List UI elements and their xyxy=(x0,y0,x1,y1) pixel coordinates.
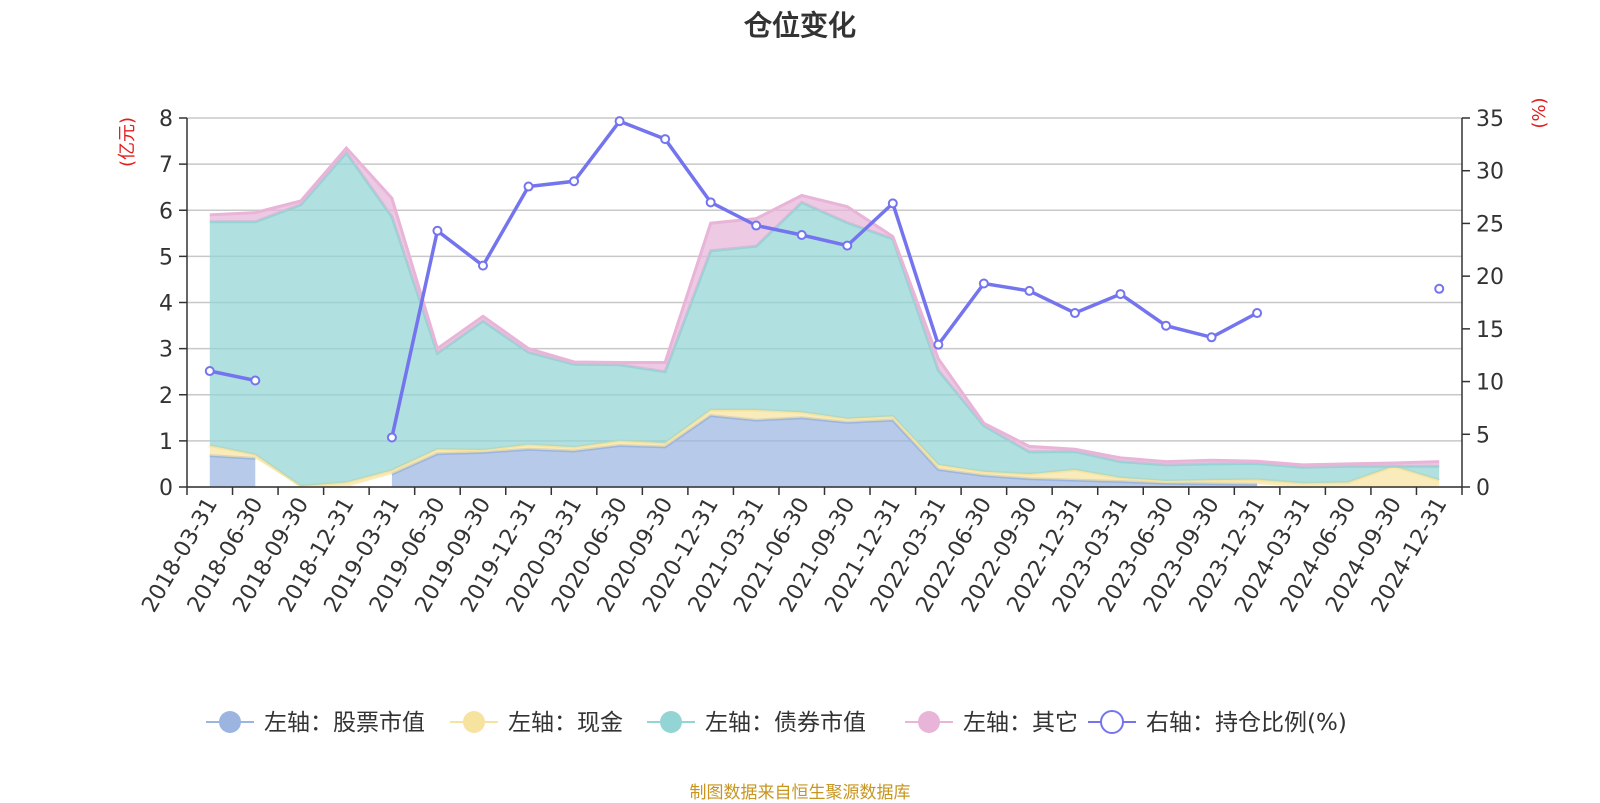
ratio-point xyxy=(660,134,671,145)
area-edge-左轴：其它 xyxy=(209,145,1440,467)
ratio-point xyxy=(569,176,580,187)
area-edge-左轴：债券市值 xyxy=(209,150,1440,469)
ratio-point xyxy=(386,432,397,443)
left-tick-label: 6 xyxy=(159,199,173,224)
ratio-point xyxy=(1024,285,1035,296)
area-左轴：股票市值 xyxy=(209,455,256,487)
ratio-point xyxy=(1069,308,1080,319)
legend-marker xyxy=(219,711,241,733)
ratio-point xyxy=(1434,283,1445,294)
area-左轴：债券市值 xyxy=(209,152,1440,487)
ratio-point xyxy=(477,260,488,271)
left-tick-label: 2 xyxy=(159,384,173,409)
right-tick-label: 5 xyxy=(1476,423,1490,448)
ratio-point xyxy=(204,366,215,377)
right-tick-label: 35 xyxy=(1476,107,1504,132)
left-tick-label: 7 xyxy=(159,153,173,178)
ratio-point xyxy=(751,220,762,231)
right-tick-label: 15 xyxy=(1476,318,1504,343)
ratio-point xyxy=(887,198,898,209)
legend-label: 右轴：持仓比例(%) xyxy=(1146,710,1347,736)
right-tick-label: 20 xyxy=(1476,265,1504,290)
legend-label: 左轴：股票市值 xyxy=(264,710,425,736)
ratio-point xyxy=(1115,289,1126,300)
ratio-point xyxy=(250,375,261,386)
stacked-areas xyxy=(209,145,1440,488)
left-tick-label: 1 xyxy=(159,430,173,455)
left-tick-label: 5 xyxy=(159,245,173,270)
ratio-line xyxy=(390,119,1258,438)
ratio-point xyxy=(432,225,443,236)
ratio-point xyxy=(1252,308,1263,319)
left-axis-unit: (亿元) xyxy=(117,117,138,167)
legend-marker xyxy=(463,711,485,733)
left-tick-label: 4 xyxy=(159,292,173,317)
left-tick-label: 0 xyxy=(159,476,173,501)
right-axis-unit: (%) xyxy=(1529,97,1550,128)
ratio-point xyxy=(842,240,853,251)
ratio-line-series xyxy=(204,116,1445,443)
legend-label: 左轴：现金 xyxy=(508,710,623,736)
right-tick-label: 30 xyxy=(1476,160,1504,185)
legend: 左轴：股票市值 左轴：现金 左轴：债券市值 左轴：其它 右轴：持仓比例(%) xyxy=(206,710,1347,736)
area-左轴：其它 xyxy=(209,148,1440,468)
legend-marker xyxy=(918,711,940,733)
ratio-point xyxy=(978,278,989,289)
right-tick-label: 10 xyxy=(1476,371,1504,396)
chart-title: 仓位变化 xyxy=(743,9,856,42)
ratio-point xyxy=(1206,332,1217,343)
ratio-point xyxy=(523,181,534,192)
right-tick-label: 0 xyxy=(1476,476,1490,501)
ratio-point xyxy=(933,339,944,350)
left-tick-label: 8 xyxy=(159,107,173,132)
source-note: 制图数据来自恒生聚源数据库 xyxy=(689,783,911,803)
ratio-point xyxy=(1161,320,1172,331)
ratio-point xyxy=(796,230,807,241)
ratio-line xyxy=(209,369,256,383)
legend-marker xyxy=(1100,710,1124,734)
area-左轴：股票市值 xyxy=(391,415,1258,487)
ratio-point xyxy=(614,116,625,127)
left-tick-label: 3 xyxy=(159,338,173,363)
legend-label: 左轴：债券市值 xyxy=(705,710,866,736)
legend-marker xyxy=(660,711,682,733)
ratio-point xyxy=(705,197,716,208)
legend-label: 左轴：其它 xyxy=(963,710,1078,736)
right-tick-label: 25 xyxy=(1476,212,1504,237)
